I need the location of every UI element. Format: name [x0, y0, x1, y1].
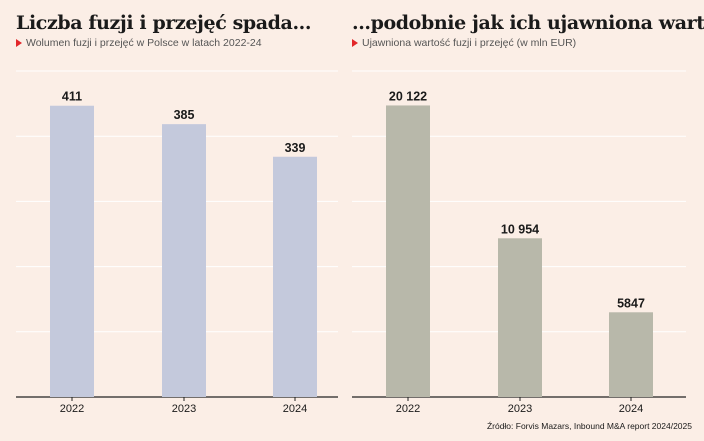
left-tick-label-2024: 2024: [283, 403, 307, 415]
chart-right-panel: ...podobnie jak ich ujawniona wartość Uj…: [350, 0, 704, 441]
right-tick-label-2024: 2024: [619, 403, 643, 415]
left-value-label-2023: 385: [174, 108, 195, 122]
chart-left-subtitle: Wolumen fuzji i przejęć w Polsce w latac…: [16, 37, 262, 49]
right-value-label-2024: 5847: [617, 296, 645, 310]
left-bar-2023: [162, 124, 206, 398]
right-value-label-2023: 10 954: [501, 222, 539, 236]
right-value-label-2022: 20 122: [389, 89, 427, 103]
left-tick-label-2023: 2023: [172, 403, 196, 415]
triangle-bullet-icon: [16, 39, 22, 47]
right-tick-label-2023: 2023: [508, 403, 532, 415]
right-bar-2024: [609, 312, 653, 397]
source-note: Źródło: Forvis Mazars, Inbound M&A repor…: [486, 421, 692, 431]
chart-left-title: Liczba fuzji i przejęć spada...: [16, 12, 312, 34]
right-tick-label-2022: 2022: [396, 403, 420, 415]
triangle-bullet-icon: [352, 39, 358, 47]
left-value-label-2024: 339: [285, 141, 306, 155]
left-tick-label-2022: 2022: [60, 403, 84, 415]
left-value-label-2022: 411: [62, 90, 82, 104]
right-bar-2023: [498, 238, 542, 397]
chart-left: 411 2022 385 2023 339 2024: [16, 70, 338, 415]
left-bar-2024: [273, 156, 317, 397]
chart-right: 20 122 2022 10 954 2023 5847 2024: [352, 70, 686, 415]
chart-left-panel: Liczba fuzji i przejęć spada... Wolumen …: [0, 0, 340, 441]
chart-right-subtitle-text: Ujawniona wartość fuzji i przejęć (w mln…: [362, 37, 577, 49]
chart-right-subtitle: Ujawniona wartość fuzji i przejęć (w mln…: [352, 37, 576, 49]
chart-left-subtitle-text: Wolumen fuzji i przejęć w Polsce w latac…: [26, 37, 262, 49]
chart-right-title: ...podobnie jak ich ujawniona wartość: [352, 12, 704, 34]
left-bar-2022: [50, 105, 94, 398]
right-bar-2022: [386, 105, 430, 397]
